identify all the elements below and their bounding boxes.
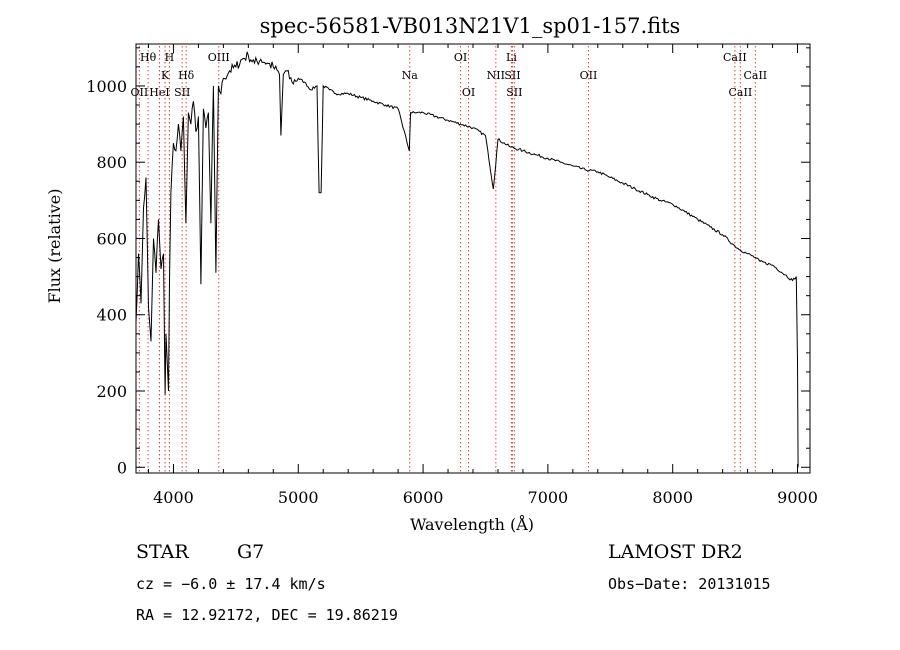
x-tick-label: 9000 <box>777 488 818 507</box>
line-label: OI <box>454 51 467 64</box>
line-label: CaII <box>743 69 767 82</box>
line-label: OIII <box>208 51 230 64</box>
line-label: SII <box>504 69 520 82</box>
x-tick-label: 7000 <box>528 488 569 507</box>
subclass-label: G7 <box>237 541 264 563</box>
line-label: K <box>161 69 170 82</box>
y-axis-label: Flux (relative) <box>45 189 64 304</box>
y-tick-label: 400 <box>96 306 127 325</box>
line-label: Hδ <box>178 69 195 82</box>
x-tick-label: 5000 <box>278 488 319 507</box>
spectral-line-markers <box>138 46 756 473</box>
line-label: OI <box>462 86 475 99</box>
y-tick-label: 800 <box>96 153 127 172</box>
x-tick-label: 6000 <box>403 488 444 507</box>
plot-frame <box>135 43 811 474</box>
obs-date-text: Obs−Date: 20131015 <box>608 575 771 593</box>
line-label: H <box>165 51 175 64</box>
line-label: SII <box>174 86 190 99</box>
chart-title: spec-56581-VB013N21V1_sp01-157.fits <box>260 14 681 38</box>
line-label: NII <box>487 69 505 82</box>
class-label: STAR <box>136 541 189 563</box>
line-label: SII <box>506 86 522 99</box>
x-axis-label: Wavelength (Å) <box>410 514 534 534</box>
line-label: OII <box>131 86 149 99</box>
y-tick-label: 200 <box>96 382 127 401</box>
line-label: CaII <box>729 86 753 99</box>
axis-tick-labels: 4000 5000 6000 7000 8000 9000 0 200 400 600 800 100… <box>86 77 818 507</box>
cz-text: cz = −6.0 ± 17.4 km/s <box>136 575 326 593</box>
y-tick-label: 1000 <box>86 77 127 96</box>
x-tick-label: 8000 <box>652 488 693 507</box>
line-label: Li <box>506 51 517 64</box>
y-tick-label: 600 <box>96 229 127 248</box>
line-label: HeI <box>149 86 169 99</box>
radec-text: RA = 12.92172, DEC = 19.86219 <box>136 606 398 624</box>
line-label: OII <box>580 69 598 82</box>
survey-label: LAMOST DR2 <box>608 541 743 563</box>
line-label: CaII <box>723 51 747 64</box>
series-group <box>135 51 799 468</box>
line-label: Hθ <box>140 51 157 64</box>
line-label: Na <box>402 69 419 82</box>
x-tick-label: 4000 <box>153 488 194 507</box>
spectrum-series-line <box>135 51 799 468</box>
axis-ticks <box>136 44 810 473</box>
y-tick-label: 0 <box>117 458 127 477</box>
